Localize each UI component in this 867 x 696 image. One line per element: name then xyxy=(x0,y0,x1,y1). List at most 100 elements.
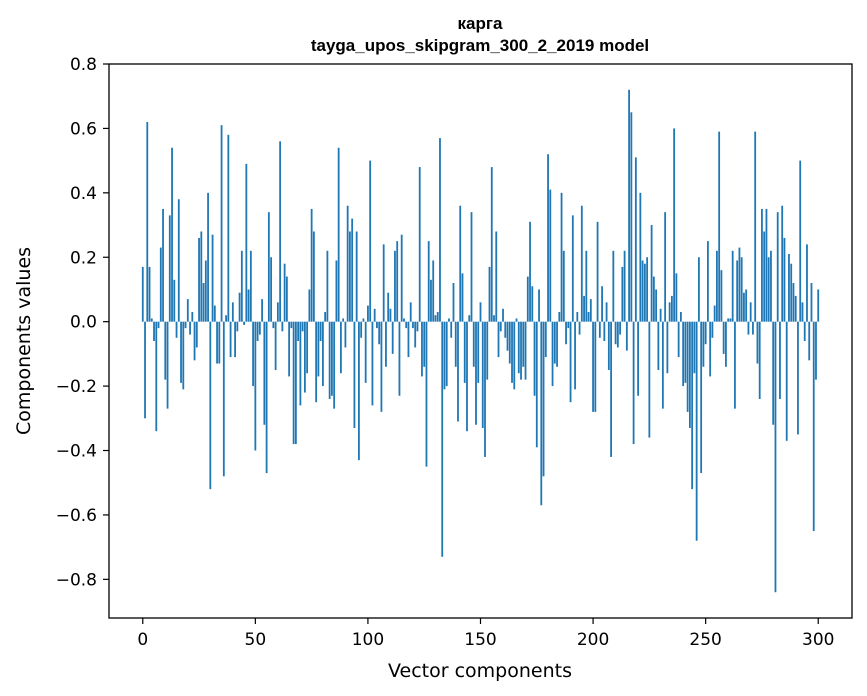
bar-226 xyxy=(650,225,653,322)
bar-150 xyxy=(479,302,482,322)
bar-132 xyxy=(439,138,441,322)
bar-105 xyxy=(378,321,381,345)
bar-188 xyxy=(565,321,567,345)
bar-56 xyxy=(267,212,270,322)
bar-293 xyxy=(801,302,804,322)
bar-59 xyxy=(274,321,277,370)
bar-148 xyxy=(475,321,477,425)
bar-220 xyxy=(637,321,640,396)
bar-258 xyxy=(722,321,725,354)
bar-145 xyxy=(468,315,471,322)
bar-62 xyxy=(281,321,284,332)
bar-240 xyxy=(682,321,685,387)
bar-189 xyxy=(567,321,570,329)
bar-262 xyxy=(731,250,734,322)
bar-110 xyxy=(389,308,392,322)
bar-135 xyxy=(445,321,448,387)
bar-283 xyxy=(779,321,781,399)
bar-271 xyxy=(752,321,754,335)
bar-275 xyxy=(761,208,763,322)
bar-227 xyxy=(652,276,655,322)
bar-185 xyxy=(558,312,561,322)
bar-263 xyxy=(734,321,736,409)
bar-52 xyxy=(258,321,261,335)
bar-209 xyxy=(612,250,615,322)
bar-171 xyxy=(526,276,529,322)
bar-244 xyxy=(691,321,694,490)
bar-251 xyxy=(707,241,709,322)
bar-201 xyxy=(594,321,597,412)
bar-160 xyxy=(502,308,504,322)
bar-224 xyxy=(646,257,649,322)
bar-24 xyxy=(195,321,198,348)
bar-257 xyxy=(720,270,723,322)
bar-91 xyxy=(346,205,349,322)
bar-191 xyxy=(571,215,574,322)
bar-202 xyxy=(596,221,599,322)
bar-270 xyxy=(749,302,752,322)
bar-51 xyxy=(256,321,259,341)
bar-143 xyxy=(463,321,466,383)
bar-217 xyxy=(630,112,633,322)
bar-19 xyxy=(184,321,187,329)
bar-15 xyxy=(175,321,178,338)
bar-277 xyxy=(765,208,768,322)
bar-278 xyxy=(767,257,770,322)
bar-243 xyxy=(688,321,691,428)
bar-18 xyxy=(182,321,185,390)
bar-183 xyxy=(553,321,556,364)
bar-238 xyxy=(677,321,680,358)
bar-71 xyxy=(301,321,304,332)
bar-43 xyxy=(238,292,241,322)
bar-161 xyxy=(504,321,507,338)
bar-254 xyxy=(713,305,716,322)
bar-76 xyxy=(312,231,315,322)
y-tick-label: 0.6 xyxy=(70,119,97,139)
bar-20 xyxy=(186,299,189,322)
bar-281 xyxy=(774,321,777,593)
bar-280 xyxy=(772,321,775,425)
bar-232 xyxy=(664,212,667,322)
bar-127 xyxy=(427,241,430,322)
bar-169 xyxy=(522,321,525,367)
bar-210 xyxy=(614,321,617,345)
bar-184 xyxy=(556,321,558,367)
bar-125 xyxy=(423,321,426,367)
x-tick-label: 150 xyxy=(464,630,496,650)
y-tick-label: −0.8 xyxy=(56,570,97,590)
bar-187 xyxy=(562,250,565,322)
bar-85 xyxy=(333,321,336,409)
bar-117 xyxy=(405,321,408,329)
bar-175 xyxy=(535,321,538,448)
bar-50 xyxy=(254,321,257,451)
chart-title: карга xyxy=(458,14,503,33)
bar-174 xyxy=(533,321,536,396)
bar-1 xyxy=(144,321,146,419)
bar-101 xyxy=(369,160,372,322)
bar-222 xyxy=(641,260,644,322)
bar-199 xyxy=(589,299,592,322)
bar-9 xyxy=(162,208,164,322)
bar-153 xyxy=(486,321,489,380)
bar-237 xyxy=(675,273,678,322)
bar-265 xyxy=(738,247,741,322)
bar-54 xyxy=(263,321,266,425)
bar-67 xyxy=(292,321,295,445)
bar-17 xyxy=(180,321,182,383)
bar-207 xyxy=(607,321,610,370)
bar-147 xyxy=(472,321,475,367)
bar-290 xyxy=(794,295,797,322)
bar-7 xyxy=(157,321,160,329)
bar-38 xyxy=(227,134,230,322)
bar-168 xyxy=(520,321,522,380)
bar-223 xyxy=(643,263,646,322)
bar-70 xyxy=(299,321,302,406)
bar-164 xyxy=(511,321,513,383)
bar-47 xyxy=(247,289,250,322)
bar-299 xyxy=(815,321,817,380)
y-tick-label: −0.2 xyxy=(56,377,97,397)
bar-34 xyxy=(218,321,221,364)
bar-300 xyxy=(817,289,820,322)
bar-25 xyxy=(198,237,200,322)
bar-218 xyxy=(632,321,635,445)
